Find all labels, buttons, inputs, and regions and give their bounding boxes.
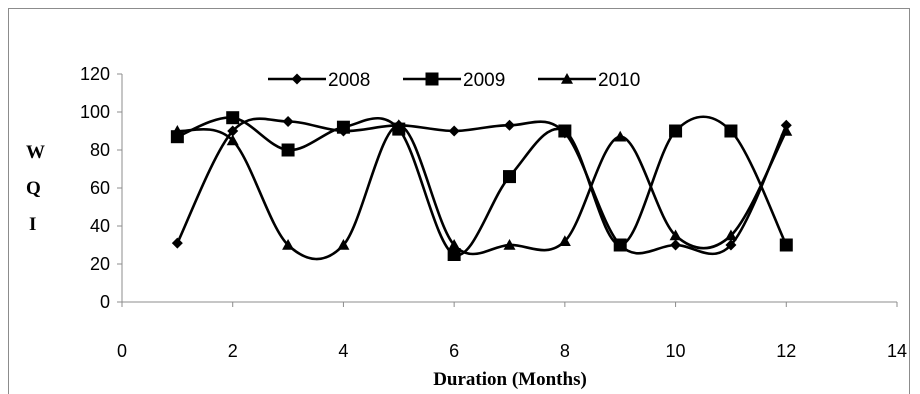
data-point-2010 [392,119,405,131]
legend-item-2009: 2009 [403,70,505,91]
data-point-2009 [226,111,240,125]
data-point-2008 [171,237,183,249]
data-point-2008 [504,119,515,131]
data-point-2010 [669,229,682,241]
series-line-2009 [176,115,788,257]
data-point-2009 [447,248,461,261]
legend-marker-diamond [291,73,303,85]
data-point-2008 [227,125,239,137]
data-point-2008 [670,239,682,251]
data-point-2010 [724,229,737,241]
y-axis-title-letter-3: I [29,214,36,235]
x-tick-label: 12 [776,341,796,361]
legend-label: 2008 [328,70,370,91]
y-axis-title-letter-2: Q [26,178,41,199]
data-point-2010 [503,239,516,250]
series-2010 [171,119,793,261]
data-point-2010 [448,239,461,250]
series-line-2010 [177,123,788,261]
legend-marker-square [425,72,439,86]
data-point-2009 [336,120,350,134]
y-tick-label: 60 [90,178,110,198]
data-point-2010 [282,239,295,250]
legend-marker-triangle [561,73,573,84]
data-point-2009 [724,124,738,138]
data-point-2009 [503,170,516,184]
x-tick-label: 6 [449,341,459,361]
y-tick-label: 20 [90,254,110,274]
chart-frame [8,8,910,394]
data-point-2010 [226,134,239,146]
legend: 2008 2009 2010 [268,70,640,91]
x-tick-label: 2 [228,341,238,361]
data-point-2008 [448,125,460,137]
x-tick-label: 14 [887,341,907,361]
data-point-2009 [669,124,683,138]
data-point-2010 [558,235,571,246]
data-point-2009 [779,238,793,252]
x-tick-label: 0 [117,341,127,361]
x-tick-label: 4 [338,341,348,361]
axes [121,74,897,303]
legend-item-2010: 2010 [538,70,640,91]
y-tick-label: 40 [90,216,110,236]
data-point-2009 [613,238,627,252]
data-point-2008 [282,116,294,127]
y-tick-label: 0 [100,292,110,312]
data-point-2010 [614,130,627,142]
y-tick-label: 100 [80,102,110,122]
y-tick-label: 80 [90,140,110,160]
x-axis-title: Duration (Months) [433,369,587,390]
y-tick-label: 120 [80,64,110,84]
x-ticks: 0 2 4 6 8 10 12 14 [117,302,907,361]
legend-item-2008: 2008 [268,70,370,91]
x-tick-label: 8 [560,341,570,361]
y-axis-title-letter-1: W [26,142,45,163]
series-layer [170,111,793,261]
data-point-2009 [281,143,295,157]
legend-label: 2009 [463,70,505,91]
series-2009 [170,111,793,261]
x-tick-label: 10 [666,341,686,361]
data-point-2010 [337,239,350,250]
series-line-2008 [176,117,788,256]
data-point-2010 [171,125,184,136]
data-point-2010 [780,125,793,136]
legend-label: 2010 [598,70,640,91]
data-point-2009 [558,124,572,138]
data-point-2008 [725,239,737,251]
y-ticks: 0 20 40 60 80 100 120 [80,64,122,312]
